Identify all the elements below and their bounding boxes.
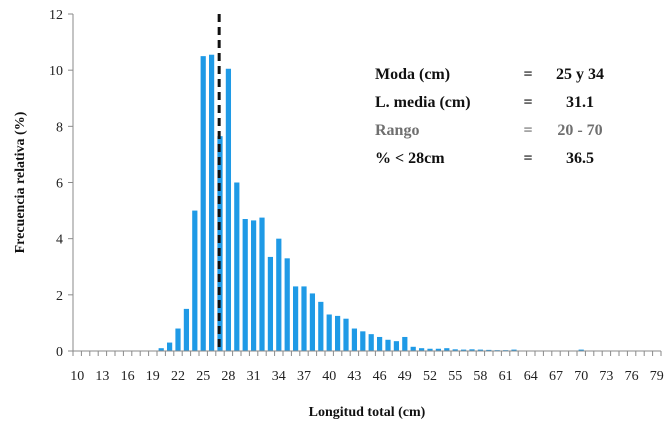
bar-34cm	[276, 238, 282, 351]
bar-23cm	[183, 308, 190, 352]
bar-54cm	[444, 348, 450, 351]
x-tick-label: 25	[196, 369, 210, 384]
bar-44cm	[360, 331, 366, 351]
stat-row: % < 28cm = 36.5	[375, 150, 594, 167]
x-tick-label: 28	[221, 369, 235, 384]
bar-52cm	[427, 348, 433, 351]
bar-28cm	[225, 68, 232, 351]
y-tick-label: 6	[56, 177, 63, 192]
x-tick-label: 58	[473, 369, 487, 384]
y-tick-label: 2	[56, 289, 63, 304]
bar-43cm	[351, 328, 358, 351]
bar-47cm	[385, 339, 391, 351]
x-tick-label: 79	[650, 369, 664, 384]
stat-value: 36.5	[566, 150, 594, 167]
bar-35cm	[284, 258, 290, 351]
stat-equals: =	[523, 94, 532, 111]
x-tick-label: 70	[574, 369, 588, 384]
bar-37cm	[301, 286, 307, 351]
x-axis: 10 13 16 19 22 25 28 31 34 37 40 43 46 49 52 55 58 61 64 67…	[70, 350, 664, 384]
stat-equals: =	[523, 122, 532, 139]
bar-42cm	[343, 318, 349, 351]
bar-41cm	[335, 315, 341, 351]
bar-53cm	[435, 348, 442, 351]
bar-62cm	[511, 349, 517, 351]
bar-33cm	[267, 256, 274, 351]
bar-38cm	[309, 293, 316, 351]
stat-label: % < 28cm	[375, 150, 445, 167]
bar-50cm	[410, 346, 416, 351]
x-tick-label: 19	[146, 369, 160, 384]
bar-57cm	[469, 349, 475, 351]
bar-32cm	[259, 217, 265, 351]
bar-20cm	[158, 348, 164, 351]
bar-29cm	[234, 182, 240, 351]
y-axis-title: Frecuencia relativa (%)	[13, 111, 28, 253]
x-tick-label: 76	[625, 369, 639, 384]
bar-46cm	[377, 336, 383, 351]
x-tick-label: 22	[171, 369, 185, 384]
bar-49cm	[402, 336, 408, 351]
bar-39cm	[318, 301, 324, 351]
stat-label: L. media (cm)	[375, 94, 471, 111]
bar-26cm	[209, 54, 215, 351]
bar-40cm	[326, 314, 332, 351]
stat-row: Moda (cm) = 25 y 34	[375, 66, 604, 83]
x-tick-label: 67	[549, 369, 563, 384]
bar-25cm	[200, 56, 206, 352]
x-tick-label: 10	[70, 369, 84, 384]
y-tick-label: 8	[56, 120, 63, 135]
y-tick-label: 10	[49, 64, 63, 79]
stat-equals: =	[523, 66, 532, 83]
x-tick-label: 55	[448, 369, 462, 384]
stat-label: Rango	[375, 122, 419, 139]
bar-56cm	[461, 349, 467, 351]
x-tick-label: 40	[322, 369, 336, 384]
x-tick-label: 52	[423, 369, 437, 384]
x-tick-label: 34	[272, 369, 286, 384]
stat-label: Moda (cm)	[375, 66, 450, 83]
bar-48cm	[393, 341, 400, 351]
bar-21cm	[167, 342, 173, 351]
stat-equals: =	[523, 150, 532, 167]
x-tick-label: 43	[347, 369, 361, 384]
bar-31cm	[251, 220, 257, 351]
y-tick-label: 0	[56, 345, 63, 360]
stat-row: Rango = 20 - 70	[375, 122, 603, 139]
x-tick-label: 49	[398, 369, 412, 384]
y-tick-label: 12	[49, 8, 63, 23]
summary-statistics: Moda (cm) = 25 y 34 L. media (cm) = 31.1 Rango…	[375, 66, 604, 167]
bar-70cm	[578, 349, 584, 351]
y-tick-label: 4	[56, 233, 63, 248]
x-tick-label: 61	[499, 369, 513, 384]
bar-59cm	[486, 349, 492, 351]
bar-45cm	[368, 334, 374, 351]
x-tick-label: 46	[373, 369, 387, 384]
x-tick-label: 37	[297, 369, 311, 384]
bar-22cm	[175, 328, 181, 351]
bar-51cm	[419, 348, 425, 351]
bar-55cm	[452, 349, 458, 351]
stat-value: 20 - 70	[557, 122, 602, 139]
bar-27cm	[217, 136, 223, 351]
x-tick-label: 64	[524, 369, 538, 384]
x-axis-title: Longitud total (cm)	[309, 405, 426, 420]
bar-36cm	[293, 286, 299, 351]
stat-value: 25 y 34	[556, 66, 604, 83]
stat-row: L. media (cm) = 31.1	[375, 94, 594, 111]
stat-value: 31.1	[566, 94, 594, 111]
x-tick-label: 13	[95, 369, 109, 384]
bar-30cm	[242, 219, 248, 351]
x-tick-label: 73	[599, 369, 613, 384]
bar-58cm	[477, 349, 484, 351]
bar-24cm	[192, 210, 198, 351]
y-axis: 0 2 4 6 8 10 12	[49, 8, 74, 360]
x-tick-label: 16	[121, 369, 135, 384]
histogram-bars	[158, 54, 584, 352]
x-tick-label: 31	[247, 369, 261, 384]
